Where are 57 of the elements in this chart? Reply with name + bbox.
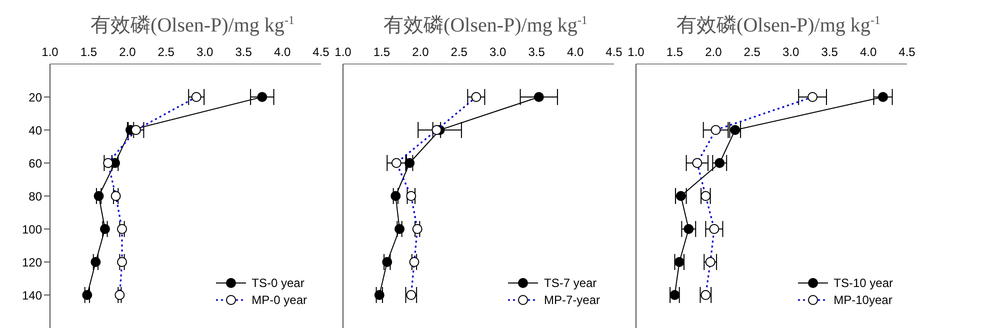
x-tick-label: 4.5 xyxy=(898,45,916,59)
x-tick-label: 2.5 xyxy=(744,45,761,59)
point xyxy=(257,92,268,102)
point xyxy=(404,158,415,168)
x-tick-label: 1.5 xyxy=(80,45,98,59)
x-tick-label: 4.5 xyxy=(606,45,623,59)
x-axis-title: 有效磷(Olsen-P)/mg kg$^{-1}$ xyxy=(676,13,880,37)
y-tick-label: 80 xyxy=(28,189,42,204)
x-axis-title: 有效磷(Olsen-P)/mg kg$^{-1}$ xyxy=(90,13,294,37)
x-tick-label: 1.0 xyxy=(334,45,352,59)
y-tick-label: 100 xyxy=(22,222,42,236)
x-tick-label: 4.0 xyxy=(274,45,291,59)
x-tick-label: 3.0 xyxy=(782,45,800,59)
point xyxy=(374,290,384,300)
x-tick-label: 1.0 xyxy=(42,45,59,59)
x-tick-label: 3.5 xyxy=(235,45,252,59)
x-tick-label: 2.5 xyxy=(450,45,468,59)
x-tick-label: 2.0 xyxy=(119,45,136,59)
x-tick-label: 4.0 xyxy=(566,45,584,59)
point xyxy=(714,158,725,168)
x-tick-label: 1.5 xyxy=(666,45,684,59)
x-tick-label: 1.0 xyxy=(628,45,645,59)
x-tick-label: 3.0 xyxy=(490,45,507,59)
y-tick-label: 140 xyxy=(22,288,42,302)
point xyxy=(670,290,680,300)
x-tick-label: 3.5 xyxy=(528,45,546,59)
point xyxy=(674,257,684,267)
x-tick-label: 4.0 xyxy=(860,45,877,59)
y-tick-label: 60 xyxy=(28,156,42,170)
x-tick-label: 3.0 xyxy=(196,45,214,59)
point xyxy=(382,257,392,267)
legend-label: MP-0 year xyxy=(252,292,307,306)
x-tick-label: 2.5 xyxy=(158,45,175,59)
point xyxy=(94,191,104,201)
legend-label: MP-7-year xyxy=(544,292,600,306)
point xyxy=(82,290,92,300)
point xyxy=(676,191,686,201)
point xyxy=(684,224,694,234)
point xyxy=(100,224,110,234)
x-tick-label: 2.0 xyxy=(705,45,722,59)
x-tick-label: 1.5 xyxy=(373,45,390,59)
legend-label: TS-7 year xyxy=(544,276,597,290)
y-tick-label: 40 xyxy=(28,123,42,138)
y-tick-label: 20 xyxy=(28,90,42,104)
point xyxy=(878,92,888,102)
legend-label: MP-10year xyxy=(834,292,892,306)
point xyxy=(390,191,401,201)
legend-label: TS-0 year xyxy=(252,276,304,290)
legend-label: TS-10 year xyxy=(834,276,893,290)
x-tick-label: 2.0 xyxy=(412,45,430,59)
point xyxy=(90,257,101,267)
x-tick-label: 3.5 xyxy=(821,45,838,59)
point xyxy=(534,92,544,102)
x-axis-title: 有效磷(Olsen-P)/mg kg$^{-1}$ xyxy=(384,13,588,37)
x-tick-label: 4.5 xyxy=(312,45,330,59)
point xyxy=(394,224,405,234)
y-tick-label: 120 xyxy=(22,255,42,270)
